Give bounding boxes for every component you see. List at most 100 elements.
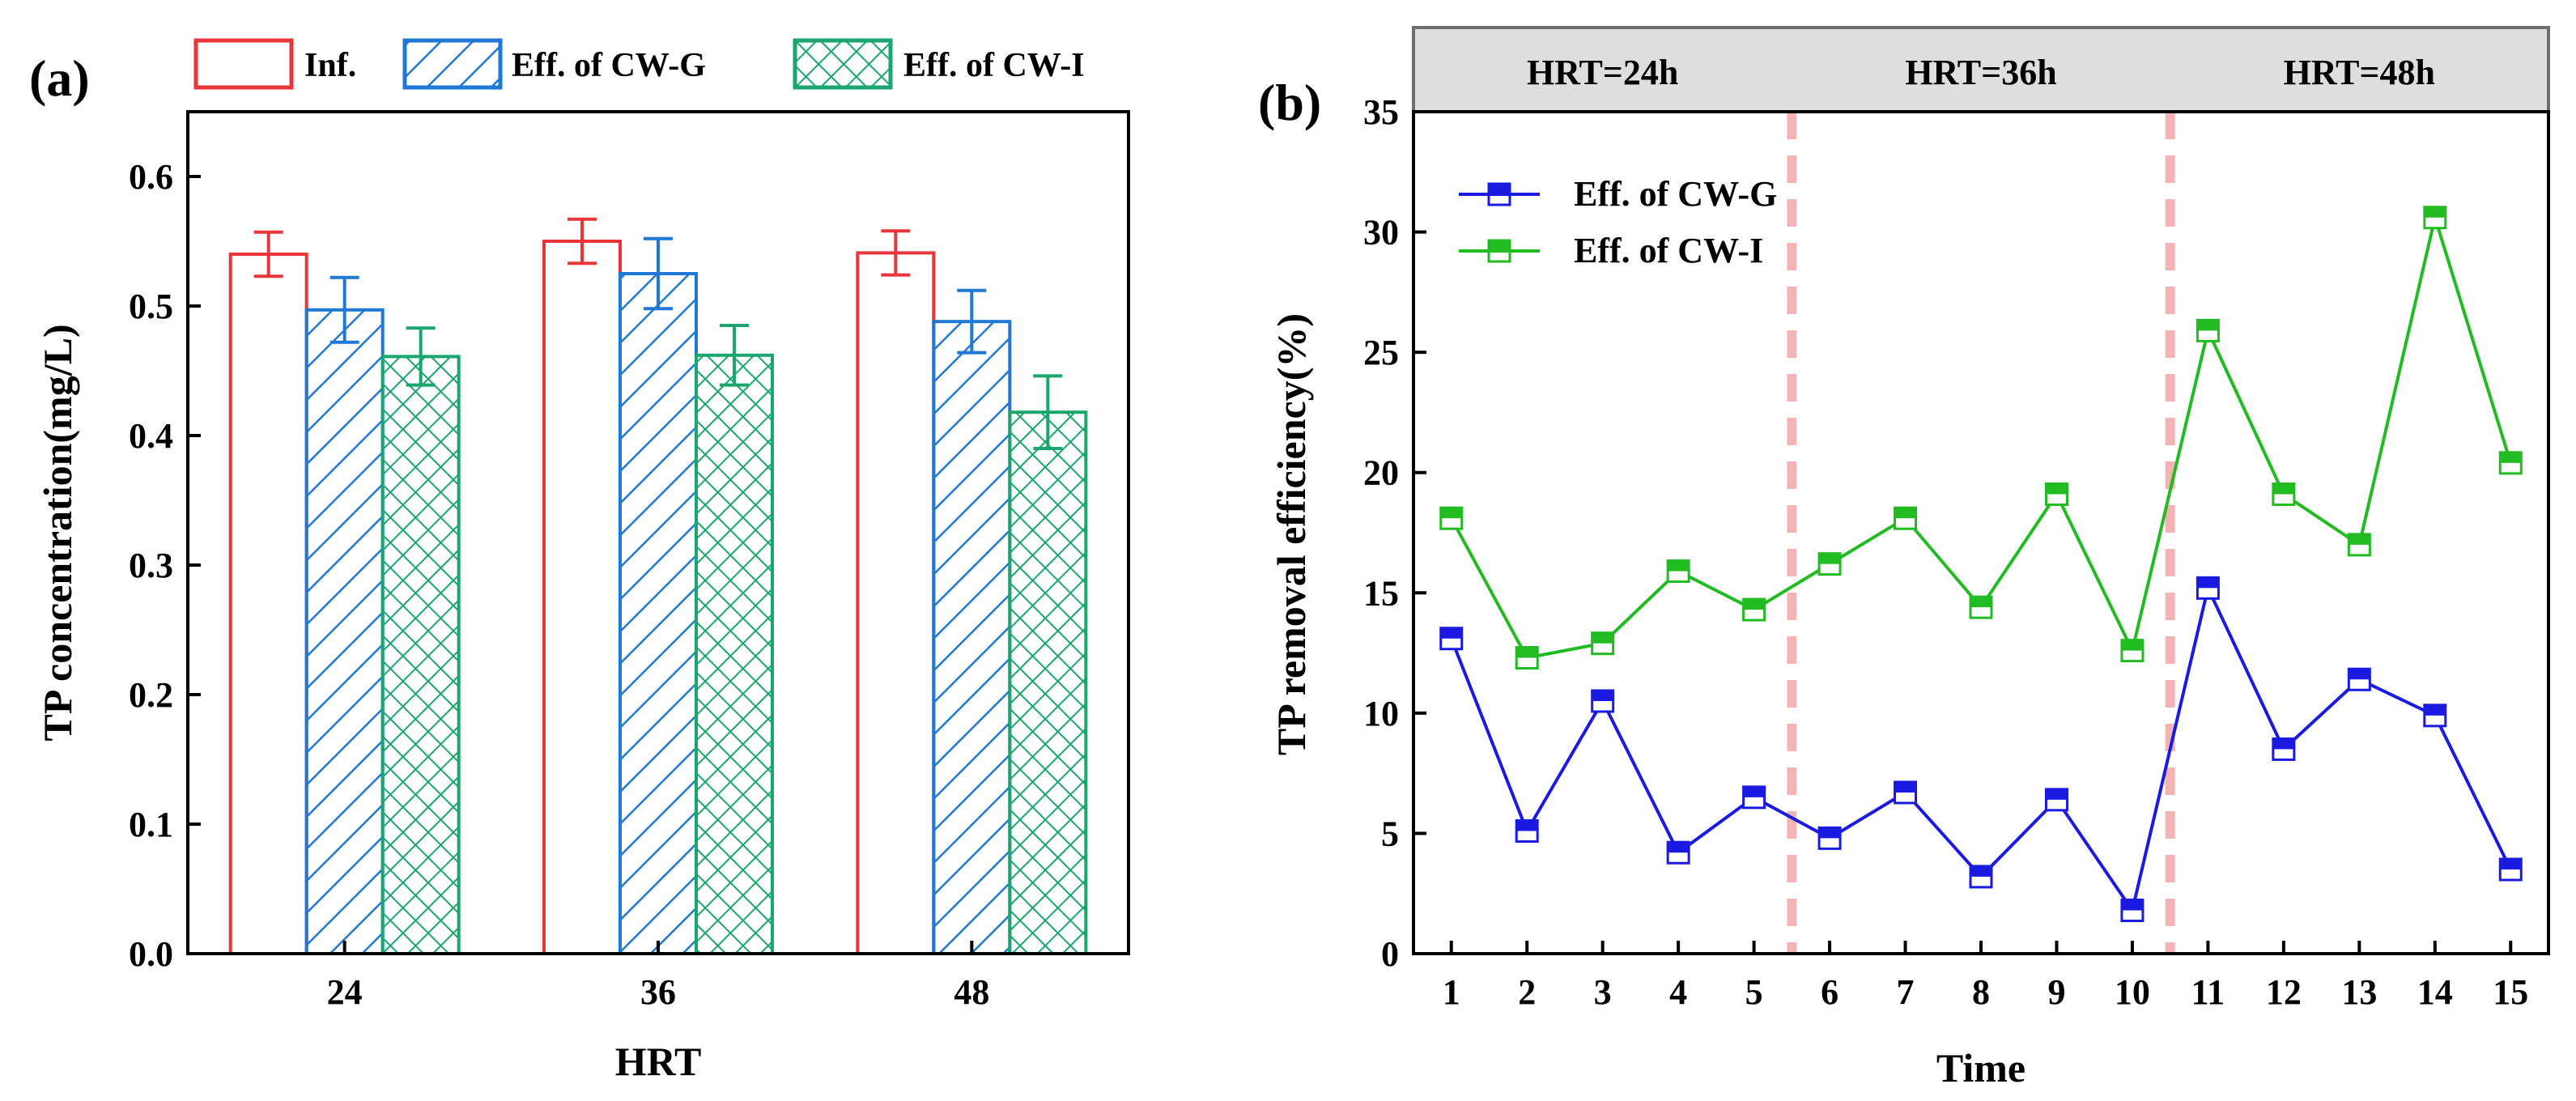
phase-dividers xyxy=(1787,112,2175,954)
data-point-b xyxy=(2272,737,2296,761)
marker-fill-b xyxy=(1894,781,1916,793)
y-tick-label-b: 5 xyxy=(1381,814,1399,853)
bar-a xyxy=(542,240,622,955)
marker-fill-b xyxy=(2121,899,2143,911)
marker-fill-b xyxy=(2121,640,2143,651)
phase-label: HRT=48h xyxy=(2284,53,2435,92)
data-point-b xyxy=(2120,639,2145,663)
bar-a xyxy=(695,353,774,955)
marker-fill-b xyxy=(1970,865,1992,877)
marker-fill-b xyxy=(1668,842,1690,853)
x-tick-label-b: 15 xyxy=(2493,972,2528,1012)
y-tick-label-b: 15 xyxy=(1363,573,1399,613)
y-tick-label-a: 0.1 xyxy=(129,805,173,844)
y-tick-label-a: 0.3 xyxy=(129,546,173,585)
x-tick-label-b: 11 xyxy=(2191,972,2225,1012)
x-axis-a: 24 36 48 xyxy=(327,941,989,1012)
y-tick-label-b: 20 xyxy=(1363,453,1399,493)
data-point-b xyxy=(1817,552,1842,576)
y-axis-b: 0 5 10 15 20 25 30 35 xyxy=(1363,92,1426,974)
x-axis-b: 1 2 3 4 5 6 7 8 9 10 11 12 13 14 15 xyxy=(1443,941,2528,1012)
x-tick-label-b: 5 xyxy=(1745,972,1763,1012)
data-point-b xyxy=(2347,667,2371,691)
phase-header-band xyxy=(1412,26,2550,113)
data-point-b xyxy=(2196,318,2220,342)
legend-a-swatch-inf xyxy=(193,38,294,90)
legend-b-label-cwi: Eff. of CW-I xyxy=(1574,231,1763,270)
data-point-b xyxy=(2498,857,2523,882)
data-point-b xyxy=(1515,818,1539,843)
marker-fill-b xyxy=(1592,632,1613,644)
legend-b: Eff. of CW-G Eff. of CW-I xyxy=(1459,174,1777,270)
data-point-b xyxy=(2498,451,2523,475)
x-tick-label-b: 10 xyxy=(2115,972,2150,1012)
legend-b-marker-cwg xyxy=(1487,182,1511,206)
legend-b-label-cwg: Eff. of CW-G xyxy=(1574,174,1777,214)
marker-fill-b xyxy=(1743,786,1765,797)
marker-fill-b xyxy=(2424,206,2446,218)
legend-a-label-cwi: Eff. of CW-I xyxy=(903,47,1085,84)
data-point-b xyxy=(1515,646,1539,670)
bar-a xyxy=(618,272,698,955)
marker-fill-b xyxy=(2424,704,2446,716)
marker-fill-b xyxy=(2500,452,2522,463)
y-tick-label-a: 0.4 xyxy=(129,416,173,456)
bar-a xyxy=(228,253,308,955)
marker-fill-b xyxy=(1516,820,1538,831)
x-tick-label-b: 6 xyxy=(1821,972,1838,1012)
data-point-b xyxy=(1666,840,1690,865)
x-axis-b-title: Time xyxy=(1936,1045,2026,1090)
data-point-b xyxy=(2423,704,2447,728)
panel-b-label: (b) xyxy=(1258,74,1321,131)
legend-a-swatch-cwi xyxy=(793,38,893,90)
x-tick-label-a: 48 xyxy=(954,972,989,1012)
x-tick-label-b: 12 xyxy=(2266,972,2302,1012)
marker-fill-b xyxy=(1516,647,1538,658)
data-point-b xyxy=(1894,506,1918,530)
marker-fill-b xyxy=(2349,669,2370,680)
data-point-b xyxy=(2044,788,2068,812)
bars-a xyxy=(228,217,1088,955)
lines-b xyxy=(1439,206,2523,923)
marker-fill-b xyxy=(1970,597,1992,608)
data-point-b xyxy=(1969,595,1993,619)
data-point-b xyxy=(2044,482,2068,506)
phase-header: HRT=24h HRT=36h HRT=48h xyxy=(1412,26,2550,113)
legend-b-marker-cwi-top xyxy=(1489,240,1510,251)
data-point-b xyxy=(1742,597,1766,622)
y-tick-label-a: 0.0 xyxy=(129,934,173,974)
data-point-b xyxy=(2347,533,2371,557)
y-tick-label-b: 25 xyxy=(1363,333,1399,372)
phase-label: HRT=36h xyxy=(1905,53,2056,92)
marker-fill-b xyxy=(2349,533,2370,545)
data-point-b xyxy=(1742,785,1766,810)
marker-fill-b xyxy=(1440,508,1462,519)
legend-a-label-cwg: Eff. of CW-G xyxy=(512,47,706,84)
panel-b-line-chart: (b) HRT=24h HRT=36h HRT=48h 05101520253035… xyxy=(1258,26,2550,1090)
y-axis-b-title: TP removal efficiency(%) xyxy=(1269,313,1314,755)
x-axis-a-title: HRT xyxy=(615,1039,702,1084)
phase-label: HRT=24h xyxy=(1527,53,1678,92)
data-point-b xyxy=(1439,627,1464,651)
bar-a xyxy=(932,320,1012,955)
marker-fill-b xyxy=(1894,508,1916,519)
y-tick-label-b: 0 xyxy=(1381,934,1399,974)
x-tick-label-b: 14 xyxy=(2417,972,2453,1012)
y-tick-label-b: 10 xyxy=(1363,694,1399,733)
marker-fill-b xyxy=(1440,627,1462,639)
data-point-b xyxy=(1439,506,1464,530)
bar-a xyxy=(856,251,936,955)
y-tick-label-a: 0.2 xyxy=(129,675,173,715)
data-point-b xyxy=(2423,206,2447,230)
marker-fill-b xyxy=(2197,577,2219,589)
y-tick-label-b: 35 xyxy=(1363,92,1399,132)
panel-a-bar-chart: (a) Inf. Eff. of CW-G Eff. of CW-I 0.00.… xyxy=(29,38,1130,1084)
marker-fill-b xyxy=(1743,599,1765,610)
data-point-b xyxy=(1969,865,1993,889)
data-point-b xyxy=(2196,576,2220,600)
y-axis-a: 0.0 0.1 0.2 0.3 0.4 0.5 0.6 xyxy=(129,157,201,974)
x-tick-label-b: 1 xyxy=(1443,972,1460,1012)
x-tick-label-b: 4 xyxy=(1669,972,1687,1012)
x-tick-label-b: 13 xyxy=(2341,972,2377,1012)
